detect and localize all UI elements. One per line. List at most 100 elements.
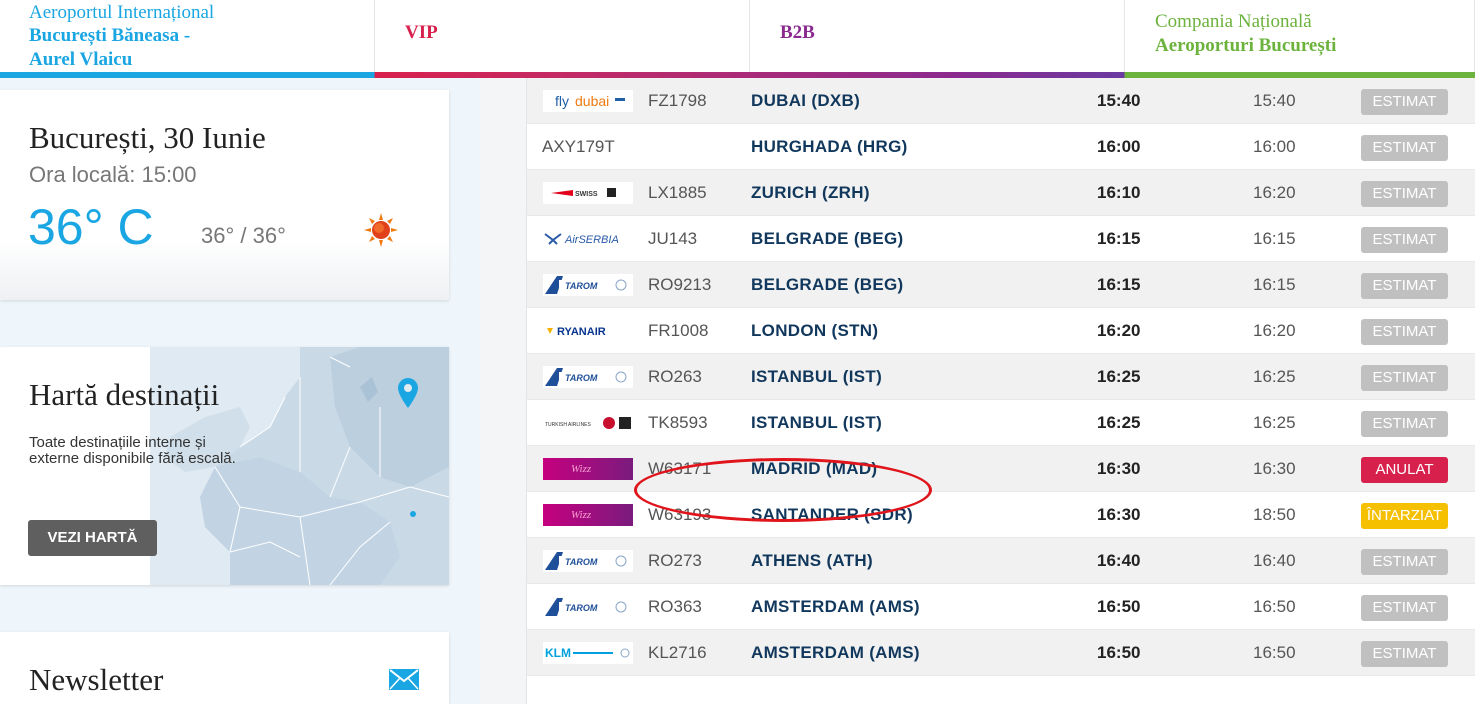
flight-estimated-time: 16:30 — [1253, 459, 1296, 478]
nav-b2b[interactable]: B2B — [750, 0, 1125, 78]
airline-logo-tarom: TAROM — [543, 274, 633, 296]
flight-row[interactable]: AirSERBIA JU143 BELGRADE (BEG) 16:15 16:15 ES… — [527, 216, 1475, 262]
flight-destination: SANTANDER (SDR) — [751, 505, 913, 524]
view-map-button[interactable]: VEZI HARTĂ — [28, 520, 157, 556]
flight-estimated-time: 15:40 — [1253, 91, 1296, 110]
flight-row[interactable]: TAROM RO263 ISTANBUL (IST) 16:25 16:25 ESTIMA… — [527, 354, 1475, 400]
flight-code: FZ1798 — [648, 91, 707, 110]
flight-destination: BELGRADE (BEG) — [751, 275, 904, 294]
flight-row[interactable]: TAROM RO273 ATHENS (ATH) 16:40 16:40 ESTIMAT — [527, 538, 1475, 584]
flight-destination: HURGHADA (HRG) — [751, 137, 908, 156]
flight-estimated-time: 16:50 — [1253, 643, 1296, 662]
flight-code: W63171 — [648, 459, 712, 478]
flight-scheduled-time: 16:40 — [1097, 551, 1141, 570]
header-gradient-bar — [0, 72, 1475, 78]
flight-row[interactable]: fly dubai FZ1798 DUBAI (DXB) 15:40 15:40 ESTIM… — [527, 78, 1475, 124]
brand-link[interactable]: Aeroportul Internațional București Bănea… — [0, 0, 375, 78]
flight-destination: MADRID (MAD) — [751, 459, 878, 478]
airline-logo-wizz: Wizz — [543, 458, 633, 480]
flight-status-badge: ESTIMAT — [1361, 319, 1448, 345]
flight-scheduled-time: 16:30 — [1097, 505, 1141, 524]
flight-code: JU143 — [648, 229, 698, 248]
flight-estimated-time: 16:00 — [1253, 137, 1296, 156]
flight-destination: AMSTERDAM (AMS) — [751, 597, 920, 616]
flight-status-badge: ESTIMAT — [1361, 549, 1448, 575]
flight-scheduled-time: 16:30 — [1097, 459, 1141, 478]
svg-text:Wizz: Wizz — [571, 509, 592, 521]
flight-row[interactable]: TAROM RO363 AMSTERDAM (AMS) 16:50 16:50 ESTIM… — [527, 584, 1475, 630]
flight-status-badge: ESTIMAT — [1361, 641, 1448, 667]
flight-row[interactable]: RYANAIR FR1008 LONDON (STN) 16:20 16:20 ESTIM… — [527, 308, 1475, 354]
flight-status-badge: ESTIMAT — [1361, 595, 1448, 621]
destinations-map-widget: Hartă destinații Toate destinațiile inte… — [0, 347, 449, 585]
nav-vip[interactable]: VIP — [375, 0, 750, 78]
flight-scheduled-time: 16:00 — [1097, 137, 1141, 156]
flight-row[interactable]: SWISS LX1885 ZURICH (ZRH) 16:10 16:20 ESTIMAT — [527, 170, 1475, 216]
flight-code: RO363 — [648, 597, 702, 616]
svg-text:AirSERBIA: AirSERBIA — [564, 234, 619, 246]
map-title: Hartă destinații — [29, 377, 220, 412]
map-description: Toate destinațiile interne și externe di… — [29, 434, 236, 467]
flight-code: FR1008 — [648, 321, 709, 340]
flight-row[interactable]: AXY179T HURGHADA (HRG) 16:00 16:00 ESTIMAT — [527, 124, 1475, 170]
flight-scheduled-time: 16:50 — [1097, 597, 1141, 616]
svg-text:Wizz: Wizz — [571, 463, 592, 475]
flight-scheduled-time: 15:40 — [1097, 91, 1141, 110]
airline-logo-ryanair: RYANAIR — [543, 320, 633, 342]
weather-local-time: Ora locală: 15:00 — [29, 162, 197, 187]
flight-destination: AMSTERDAM (AMS) — [751, 643, 920, 662]
flight-row[interactable]: Wizz W63193 SANTANDER (SDR) 16:30 18:50 ÎNTAR… — [527, 492, 1475, 538]
flight-code: RO273 — [648, 551, 702, 570]
flight-status-badge: ESTIMAT — [1361, 365, 1448, 391]
flight-row[interactable]: Wizz W63171 MADRID (MAD) 16:30 16:30 ANULAT — [527, 446, 1475, 492]
flight-status-badge: ANULAT — [1361, 457, 1448, 483]
flight-destination: ZURICH (ZRH) — [751, 183, 870, 202]
svg-text:TAROM: TAROM — [565, 557, 598, 567]
flight-status-badge: ESTIMAT — [1361, 135, 1448, 161]
svg-text:dubai: dubai — [575, 93, 609, 109]
weather-range: 36° / 36° — [201, 223, 286, 248]
flight-code: AXY179T — [542, 137, 615, 156]
airline-logo-flydubai: fly dubai — [543, 90, 633, 112]
flight-row[interactable]: TURKISH AIRLINES TK8593 ISTANBUL (IST) 16:2… — [527, 400, 1475, 446]
cnab-line-1: Compania Națională — [1155, 11, 1312, 32]
flight-status-badge: ESTIMAT — [1361, 227, 1448, 253]
svg-text:TAROM: TAROM — [565, 603, 598, 613]
flight-code: W63193 — [648, 505, 712, 524]
svg-text:TAROM: TAROM — [565, 281, 598, 291]
airline-logo-airserbia: AirSERBIA — [543, 228, 633, 250]
brand-line-2: București Băneasa - — [29, 25, 191, 46]
airline-logo-tarom: TAROM — [543, 550, 633, 572]
weather-city-date: București, 30 Iunie — [29, 120, 266, 155]
flight-status-badge: ESTIMAT — [1361, 411, 1448, 437]
flight-estimated-time: 16:15 — [1253, 275, 1296, 294]
flight-estimated-time: 16:25 — [1253, 367, 1296, 386]
weather-widget: București, 30 Iunie Ora locală: 15:00 36… — [0, 90, 449, 300]
flight-code: RO9213 — [648, 275, 712, 294]
flight-estimated-time: 16:15 — [1253, 229, 1296, 248]
airline-logo-tarom: TAROM — [543, 596, 633, 618]
flight-scheduled-time: 16:15 — [1097, 229, 1141, 248]
svg-text:TAROM: TAROM — [565, 373, 598, 383]
map-pin-icon — [398, 378, 418, 408]
cnab-line-2: Aeroporturi București — [1155, 35, 1337, 56]
flight-status-badge: ÎNTARZIAT — [1361, 503, 1448, 529]
envelope-icon[interactable] — [389, 669, 419, 695]
flight-row[interactable]: KLM KL2716 AMSTERDAM (AMS) 16:50 16:50 ESTIMA… — [527, 630, 1475, 676]
flight-status-badge: ESTIMAT — [1361, 273, 1448, 299]
airline-logo-tarom: TAROM — [543, 366, 633, 388]
airline-logo-swiss: SWISS — [543, 182, 633, 204]
flight-row[interactable]: TAROM RO9213 BELGRADE (BEG) 16:15 16:15 ESTIM… — [527, 262, 1475, 308]
flight-code: TK8593 — [648, 413, 708, 432]
flight-destination: ISTANBUL (IST) — [751, 367, 883, 386]
brand-line-1: Aeroportul Internațional — [29, 2, 215, 23]
airline-logo-turkish: TURKISH AIRLINES — [543, 412, 633, 434]
svg-text:KLM: KLM — [545, 646, 571, 660]
top-navigation: Aeroportul Internațional București Bănea… — [0, 0, 1475, 78]
flight-destination: BELGRADE (BEG) — [751, 229, 904, 248]
nav-cnab[interactable]: Compania Națională Aeroporturi București — [1125, 0, 1475, 78]
flight-destination: ISTANBUL (IST) — [751, 413, 883, 432]
flight-scheduled-time: 16:20 — [1097, 321, 1141, 340]
flight-status-badge: ESTIMAT — [1361, 89, 1448, 115]
flight-destination: LONDON (STN) — [751, 321, 879, 340]
